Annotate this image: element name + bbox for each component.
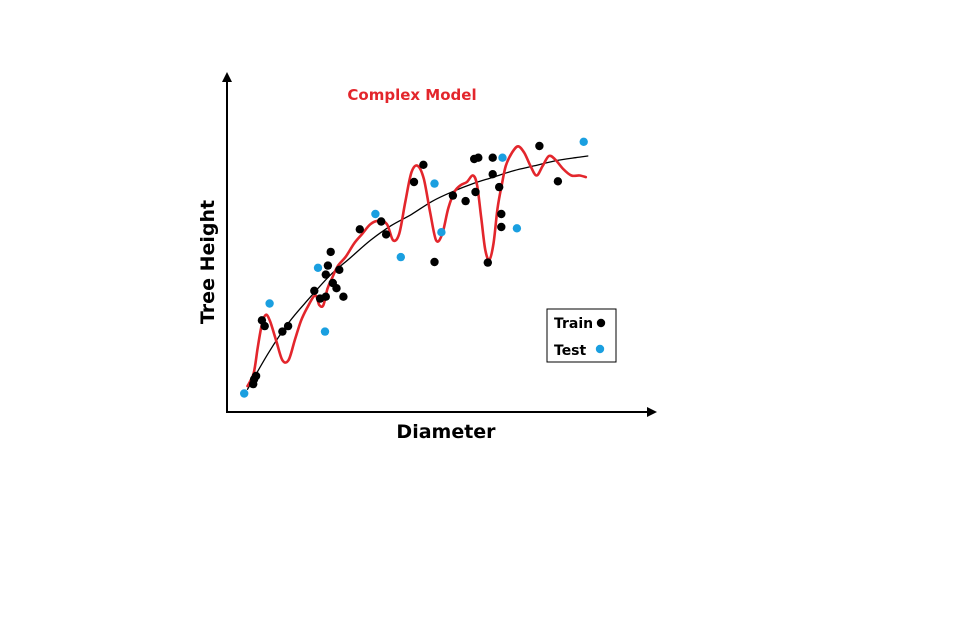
train-point-14 xyxy=(332,284,341,293)
train-point-33 xyxy=(497,209,506,219)
points-layer xyxy=(240,137,588,398)
train-point-21 xyxy=(419,160,428,169)
train-point-19 xyxy=(381,230,391,239)
train-point-2 xyxy=(251,371,261,381)
test-point-1 xyxy=(265,299,274,308)
train-point-29 xyxy=(488,170,497,179)
train-point-10 xyxy=(321,270,330,279)
train-point-15 xyxy=(335,265,344,274)
test-point-7 xyxy=(437,228,446,237)
train-point-5 xyxy=(278,327,287,336)
train-point-4 xyxy=(260,321,269,331)
legend-marker-test xyxy=(595,344,605,354)
test-point-2 xyxy=(313,263,323,272)
train-point-31 xyxy=(495,182,504,192)
train-point-28 xyxy=(483,258,492,267)
train-point-23 xyxy=(448,191,458,200)
train-point-26 xyxy=(471,187,480,197)
train-point-24 xyxy=(461,196,470,206)
train-point-18 xyxy=(377,217,386,226)
legend-label-test: Test xyxy=(554,343,587,359)
train-point-30 xyxy=(488,153,497,162)
legend-marker-train xyxy=(596,318,606,328)
train-point-7 xyxy=(310,286,319,295)
test-point-0 xyxy=(240,389,249,398)
true-trend-line xyxy=(246,155,589,390)
train-point-17 xyxy=(355,225,364,234)
legend-box xyxy=(546,308,617,363)
train-point-11 xyxy=(323,261,333,270)
test-point-5 xyxy=(396,252,405,262)
test-point-4 xyxy=(371,209,380,219)
complex-fit-line xyxy=(246,145,588,388)
test-point-3 xyxy=(320,327,330,336)
train-point-12 xyxy=(326,247,335,257)
train-point-6 xyxy=(283,321,293,331)
legend: Train Test xyxy=(546,308,617,363)
legend-label-train: Train xyxy=(554,316,593,332)
test-point-9 xyxy=(512,224,522,233)
test-point-8 xyxy=(498,153,507,162)
test-point-10 xyxy=(579,137,588,146)
x-axis-label: Diameter xyxy=(396,421,496,443)
train-point-22 xyxy=(430,257,439,267)
train-point-32 xyxy=(497,222,506,232)
train-point-27 xyxy=(474,153,483,162)
train-point-20 xyxy=(409,177,419,187)
test-point-6 xyxy=(430,179,439,188)
train-point-16 xyxy=(339,292,348,301)
y-axis-label: Tree Height xyxy=(197,200,219,324)
train-point-35 xyxy=(553,177,563,186)
train-point-9 xyxy=(321,292,330,301)
train-point-34 xyxy=(535,141,544,151)
chart-title: Complex Model xyxy=(347,86,476,104)
lines-layer xyxy=(246,145,589,390)
